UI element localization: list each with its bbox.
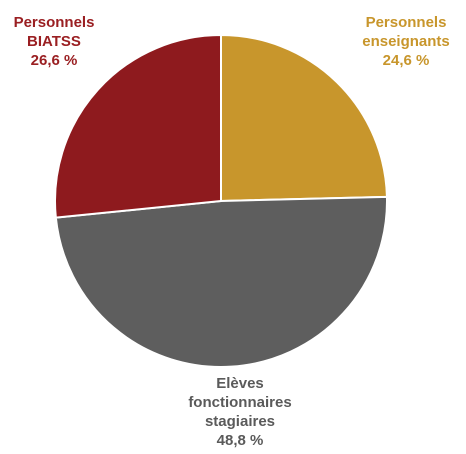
slice-label-line: Personnels bbox=[13, 14, 95, 31]
slice-label-line: Personnels bbox=[365, 14, 447, 31]
slice-label-personnels-enseignants: Personnels enseignants 24,6 % bbox=[346, 13, 466, 70]
slice-value-label: 24,6 % bbox=[382, 52, 430, 69]
slice-label-line: stagiaires bbox=[204, 413, 276, 430]
pie-slice-2 bbox=[54, 34, 222, 219]
slice-value-label: 26,6 % bbox=[30, 52, 78, 69]
slice-label-line: Elèves bbox=[216, 375, 264, 392]
slice-label-line: fonctionnaires bbox=[188, 394, 292, 411]
slice-label-line: enseignants bbox=[362, 33, 450, 50]
pie-slice-1 bbox=[54, 195, 388, 369]
pie-slice-0 bbox=[220, 34, 388, 202]
slice-label-eleves-fonctionnaires-stagiaires: Elèves fonctionnaires stagiaires 48,8 % bbox=[140, 374, 340, 450]
slice-label-line: BIATSS bbox=[27, 33, 81, 50]
slice-label-personnels-biatss: Personnels BIATSS 26,6 % bbox=[4, 13, 104, 70]
slice-value-label: 48,8 % bbox=[216, 432, 264, 449]
